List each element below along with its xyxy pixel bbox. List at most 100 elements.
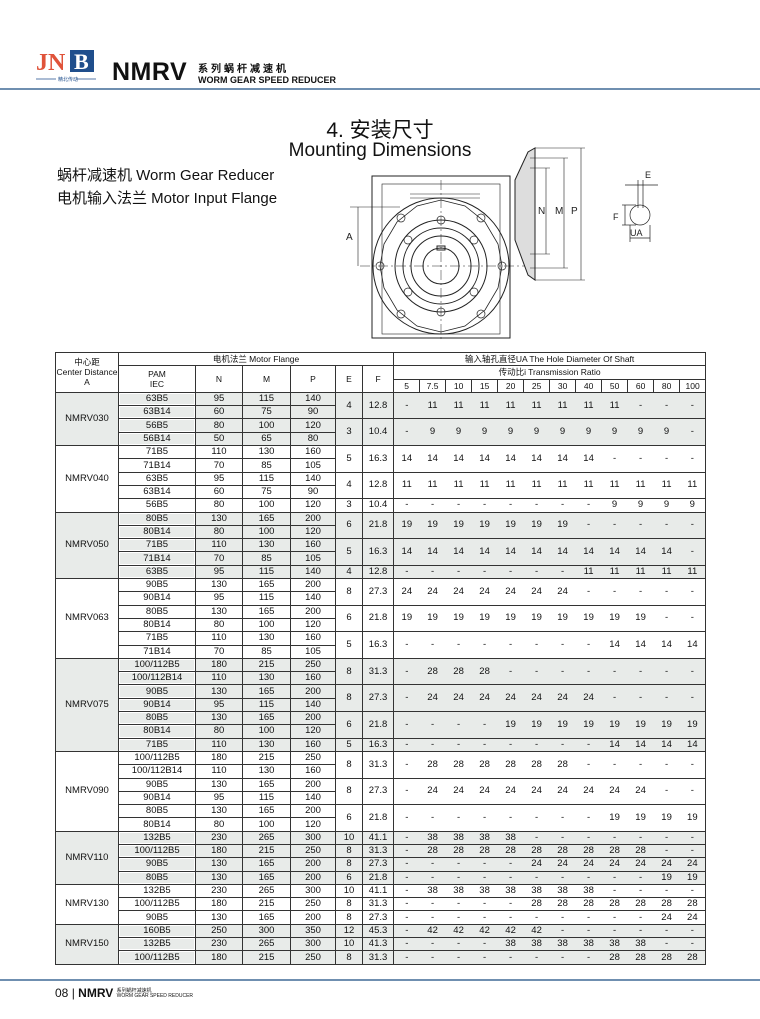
ua-cell: - [601, 923, 628, 939]
n-cell: 130 [195, 578, 243, 593]
p-cell: 350 [290, 923, 336, 939]
p-cell: 160 [290, 445, 336, 460]
e-cell: 8 [335, 750, 363, 779]
n-cell: 130 [195, 857, 243, 872]
p-cell: 105 [290, 458, 336, 473]
m-cell: 100 [242, 498, 291, 513]
ua-cell: - [523, 498, 550, 513]
table-row: 71B14 70 85 105 [56, 644, 706, 659]
ua-cell: - [601, 445, 628, 473]
ua-cell: 24 [627, 777, 654, 806]
header-divider [0, 88, 760, 90]
e-cell: 8 [335, 950, 363, 965]
f-cell: 12.8 [361, 391, 395, 420]
ua-cell: - [549, 804, 576, 832]
ua-cell: - [497, 857, 524, 872]
ua-cell: - [523, 950, 550, 965]
m-cell: 75 [242, 405, 291, 420]
ua-cell: 9 [419, 418, 446, 447]
ua-cell: 14 [679, 737, 707, 752]
n-cell: 50 [195, 431, 243, 447]
pam-cell: 80B5 [118, 804, 196, 819]
table-row: 71B5 110 130 160 5 16.3- - - - - - - -14 14 14 14 [55, 737, 707, 752]
pam-cell: 71B5 [118, 538, 196, 553]
ua-cell: - [497, 910, 524, 925]
ua-cell: - [393, 777, 420, 806]
ua-cell: - [419, 897, 446, 912]
ua-cell: 14 [653, 631, 680, 659]
ua-cell: 38 [549, 883, 576, 899]
m-cell: 215 [242, 950, 291, 965]
ua-cell: - [471, 950, 498, 965]
ua-cell: 42 [497, 923, 524, 939]
ratio-header: 20 [497, 378, 525, 393]
header-e: E [335, 365, 363, 393]
f-cell: 16.3 [361, 737, 395, 752]
p-cell: 90 [290, 484, 336, 500]
table-row: 100/112B5 180 215 250 8 31.3- - - - - - - -28 28 28 28 [55, 950, 707, 965]
ua-cell: 28 [549, 897, 576, 912]
f-cell: 16.3 [361, 631, 395, 659]
ua-cell: 38 [471, 883, 498, 899]
model-cell: NMRV030 [55, 391, 119, 447]
m-cell: 215 [242, 843, 291, 859]
section-title-cn: 4. 安装尺寸 [326, 119, 434, 142]
ua-cell: - [601, 511, 628, 540]
m-cell: 65 [242, 431, 291, 447]
ua-cell: - [419, 870, 446, 885]
ua-cell: 11 [653, 564, 680, 580]
e-cell: 5 [335, 631, 363, 659]
e-cell: 10 [335, 937, 363, 952]
label-ua: UA [630, 228, 643, 238]
ratio-header: 7.5 [419, 378, 447, 393]
ua-cell: - [393, 657, 420, 686]
pam-cell: 100/112B14 [118, 671, 196, 686]
ua-cell: - [419, 631, 446, 659]
p-cell: 140 [290, 591, 336, 606]
ua-cell: 38 [549, 937, 576, 952]
ua-cell: 14 [393, 445, 420, 473]
ua-cell: 11 [497, 471, 524, 500]
flange-side-view [514, 147, 585, 281]
ua-cell: 24 [549, 857, 576, 872]
ratio-header: 100 [679, 378, 707, 393]
pam-cell: 80B14 [118, 724, 196, 739]
n-cell: 230 [195, 830, 243, 845]
ua-cell: 9 [679, 498, 707, 513]
table-row: 63B5 95 115 140 4 12.8 11 11 11 11 11 11 11 11 11 11 11 1… [56, 471, 707, 500]
ua-cell: - [497, 564, 524, 580]
e-cell: 6 [335, 511, 363, 540]
company-logo: JN B 精北传动 [36, 46, 96, 86]
f-cell: 12.8 [361, 564, 395, 580]
ua-cell: - [653, 578, 680, 606]
n-cell: 80 [195, 498, 243, 513]
ua-cell: - [627, 657, 654, 686]
ua-cell: - [445, 937, 472, 952]
ua-cell: - [393, 711, 420, 739]
p-cell: 300 [290, 883, 336, 899]
ua-cell: 14 [471, 538, 498, 566]
ua-cell: - [393, 923, 420, 939]
ua-cell: - [627, 923, 654, 939]
e-cell: 3 [335, 498, 363, 513]
ua-cell: 11 [393, 471, 420, 500]
ua-cell: 24 [575, 684, 602, 713]
ua-cell: - [419, 498, 446, 513]
p-cell: 140 [290, 790, 336, 806]
e-cell: 5 [335, 445, 363, 473]
ua-cell: - [393, 804, 420, 832]
n-cell: 80 [195, 617, 243, 633]
ua-cell: 19 [679, 804, 707, 832]
ua-cell: 28 [549, 843, 576, 859]
m-cell: 100 [242, 524, 291, 540]
ua-cell: 19 [393, 511, 420, 540]
n-cell: 230 [195, 937, 243, 952]
ua-cell: - [549, 564, 576, 580]
p-cell: 140 [290, 697, 336, 713]
ua-cell: - [445, 737, 472, 752]
pam-cell: 132B5 [118, 883, 196, 899]
p-cell: 300 [290, 937, 336, 952]
ua-cell: - [445, 897, 472, 912]
ua-cell: - [393, 883, 420, 899]
n-cell: 230 [195, 883, 243, 899]
